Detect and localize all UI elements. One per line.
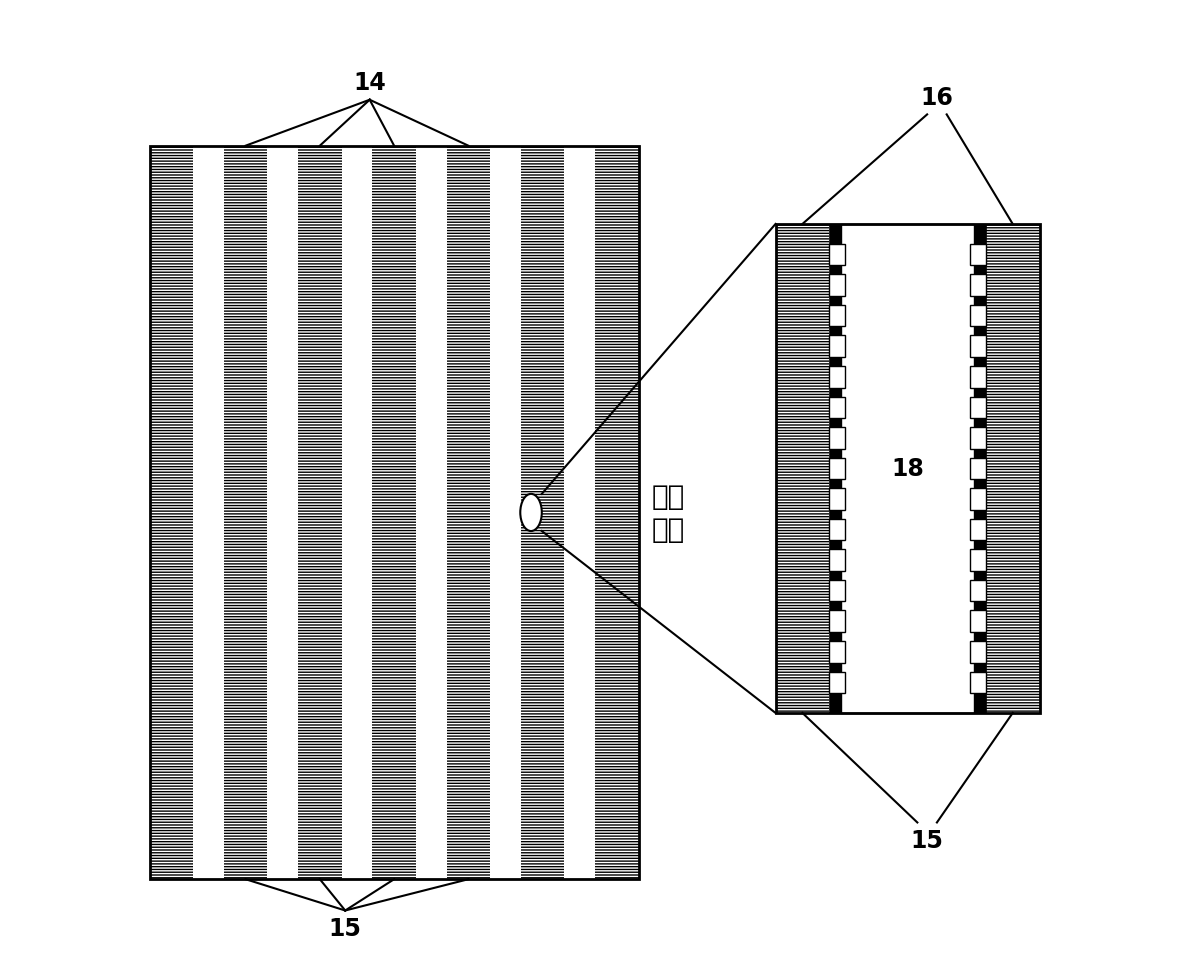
- Bar: [595, 147, 639, 879]
- Bar: [970, 306, 986, 327]
- Bar: [299, 147, 342, 879]
- Bar: [970, 641, 986, 662]
- Bar: [970, 398, 986, 418]
- Text: 18: 18: [891, 457, 924, 481]
- Bar: [986, 225, 1040, 713]
- Bar: [416, 147, 447, 879]
- Bar: [970, 580, 986, 602]
- Bar: [522, 147, 565, 879]
- Bar: [830, 336, 845, 358]
- Bar: [776, 225, 1040, 713]
- Bar: [830, 428, 845, 449]
- Bar: [970, 672, 986, 694]
- Bar: [150, 147, 193, 879]
- Bar: [373, 147, 416, 879]
- Bar: [830, 276, 845, 297]
- Ellipse shape: [520, 494, 542, 531]
- Bar: [267, 147, 299, 879]
- Bar: [970, 428, 986, 449]
- Bar: [974, 225, 986, 713]
- Bar: [970, 276, 986, 297]
- Bar: [830, 611, 845, 632]
- Bar: [447, 147, 490, 879]
- Text: 14: 14: [354, 71, 386, 95]
- Bar: [830, 306, 845, 327]
- Bar: [776, 225, 830, 713]
- Bar: [970, 520, 986, 541]
- Bar: [830, 672, 845, 694]
- Bar: [224, 147, 267, 879]
- Bar: [970, 336, 986, 358]
- Bar: [986, 225, 1040, 713]
- Bar: [342, 147, 373, 879]
- Bar: [970, 611, 986, 632]
- Bar: [830, 458, 845, 480]
- Bar: [830, 520, 845, 541]
- Bar: [224, 147, 267, 879]
- Bar: [776, 225, 830, 713]
- Bar: [830, 488, 845, 510]
- Bar: [830, 398, 845, 418]
- Bar: [193, 147, 224, 879]
- Text: 15: 15: [911, 828, 944, 852]
- Bar: [970, 244, 986, 266]
- Bar: [830, 641, 845, 662]
- Bar: [373, 147, 416, 879]
- Bar: [299, 147, 342, 879]
- Bar: [447, 147, 490, 879]
- Bar: [565, 147, 595, 879]
- Bar: [150, 147, 193, 879]
- Text: 局部
放大: 局部 放大: [652, 483, 685, 543]
- Bar: [490, 147, 522, 879]
- Bar: [595, 147, 639, 879]
- Bar: [150, 147, 639, 879]
- Text: 16: 16: [921, 86, 953, 109]
- Bar: [830, 580, 845, 602]
- Bar: [970, 458, 986, 480]
- Bar: [150, 147, 639, 879]
- Bar: [970, 488, 986, 510]
- Bar: [840, 225, 974, 713]
- Bar: [830, 225, 840, 713]
- Bar: [830, 366, 845, 388]
- Bar: [522, 147, 565, 879]
- Bar: [970, 550, 986, 572]
- Bar: [776, 225, 1040, 713]
- Bar: [830, 244, 845, 266]
- Bar: [830, 550, 845, 572]
- Text: 15: 15: [329, 916, 362, 940]
- Bar: [970, 366, 986, 388]
